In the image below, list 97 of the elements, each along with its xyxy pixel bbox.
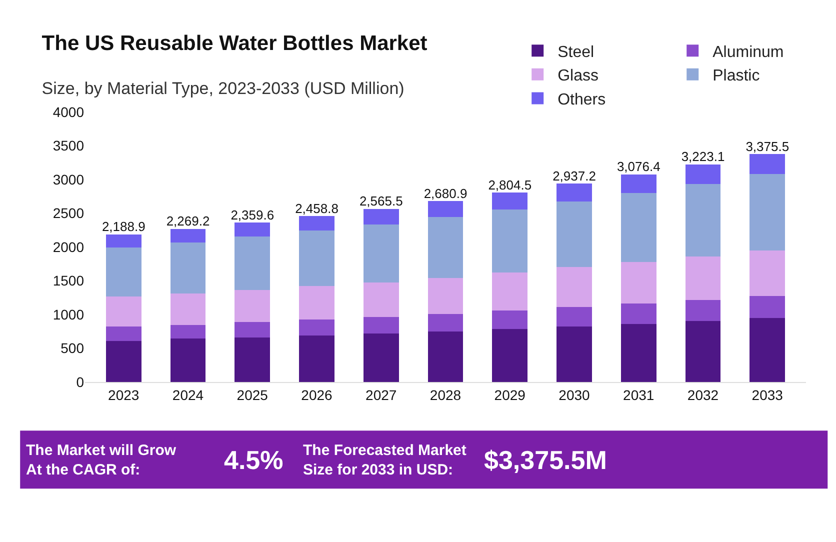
y-tick-label: 3500 — [52, 138, 84, 154]
y-tick-label: 3000 — [52, 171, 84, 188]
bar — [170, 228, 206, 243]
bar — [106, 296, 142, 327]
total-label: 2,458.8 — [295, 200, 338, 216]
bar — [428, 331, 464, 382]
y-tick-label: 1000 — [52, 306, 84, 322]
bar — [750, 154, 786, 174]
x-tick-label: 2030 — [558, 386, 590, 403]
total-label: 2,804.5 — [488, 177, 532, 192]
bar — [299, 230, 334, 286]
y-tick-label: 500 — [60, 340, 84, 356]
total-label: 2,937.2 — [552, 168, 596, 184]
bar — [363, 224, 399, 282]
bar — [620, 304, 656, 324]
bar — [299, 216, 334, 230]
bar — [170, 242, 206, 294]
text: The Market will Grow At the CAGR of: — [26, 442, 176, 478]
text: 4.5% — [224, 445, 284, 475]
x-tick-label: 2033 — [752, 386, 784, 403]
bar — [620, 324, 656, 382]
legend-label: Aluminum — [712, 44, 784, 61]
text: $3,375.5M — [484, 445, 607, 475]
bar — [556, 184, 592, 202]
bar — [556, 307, 592, 326]
legend-label: Plastic — [712, 68, 760, 85]
bar — [428, 217, 464, 278]
bar — [685, 320, 721, 382]
bar — [299, 320, 334, 336]
x-tick-label: 2027 — [366, 386, 397, 403]
total-label: 2,565.5 — [359, 194, 403, 209]
bar — [363, 208, 399, 225]
bar — [685, 184, 721, 256]
bar — [492, 272, 528, 311]
bar — [428, 201, 464, 218]
bar — [556, 267, 592, 308]
chart-subtitle: Size, by Material Type, 2023-2033 (USD Million) — [42, 79, 404, 98]
x-tick-label: 2029 — [494, 386, 526, 403]
bar — [363, 334, 399, 382]
total-label: 3,375.5 — [746, 138, 790, 154]
total-label: 2,359.6 — [230, 207, 274, 222]
bar — [170, 338, 206, 382]
bar — [299, 286, 334, 320]
y-tick-label: 2000 — [52, 238, 84, 255]
bar — [750, 250, 786, 296]
bar — [106, 248, 142, 297]
total-label: 3,223.1 — [681, 149, 725, 164]
total-label: 3,076.4 — [616, 159, 660, 174]
bar — [428, 314, 464, 332]
total-label: 2,188.9 — [102, 219, 146, 234]
x-tick-label: 2031 — [623, 386, 654, 403]
y-tick-label: 0 — [76, 374, 84, 390]
text: The Forecasted Market Size for 2033 in USD: — [303, 442, 466, 478]
bar — [363, 282, 399, 317]
y-tick-label: 4000 — [52, 104, 84, 120]
legend-label: Others — [558, 91, 606, 108]
bar — [299, 336, 334, 382]
bar — [234, 337, 270, 382]
bar — [234, 222, 270, 236]
bar — [750, 318, 786, 382]
bar — [556, 201, 592, 268]
legend-label: Steel — [558, 44, 594, 61]
bar — [685, 164, 721, 184]
bar — [750, 296, 786, 318]
x-tick-label: 2023 — [108, 386, 140, 403]
bar — [428, 278, 464, 314]
bar — [234, 322, 270, 338]
chart-title: The US Reusable Water Bottles Market — [42, 32, 428, 55]
bar — [234, 290, 270, 322]
bar — [170, 293, 206, 325]
bar — [492, 192, 528, 210]
bar — [363, 316, 399, 334]
bar — [750, 174, 786, 250]
bar — [106, 340, 142, 382]
legend-label: Glass — [558, 68, 599, 85]
bar — [170, 324, 206, 339]
x-tick-label: 2032 — [687, 386, 719, 403]
bar — [620, 174, 656, 194]
x-tick-label: 2028 — [430, 386, 462, 403]
x-tick-label: 2026 — [301, 386, 333, 403]
bar — [106, 326, 142, 341]
bar — [620, 262, 656, 304]
total-label: 2,680.9 — [424, 186, 468, 201]
bar — [685, 300, 721, 321]
bar — [492, 310, 528, 330]
bar — [620, 193, 656, 262]
x-tick-label: 2025 — [236, 386, 268, 403]
bar — [492, 210, 528, 272]
bar — [106, 234, 142, 248]
bar — [556, 326, 592, 382]
bar — [492, 329, 528, 382]
bar — [685, 256, 721, 300]
y-tick-label: 1500 — [52, 272, 84, 289]
bar — [234, 236, 270, 290]
x-tick-label: 2024 — [172, 386, 204, 403]
y-tick-label: 2500 — [52, 205, 84, 222]
total-label: 2,269.2 — [166, 214, 210, 229]
